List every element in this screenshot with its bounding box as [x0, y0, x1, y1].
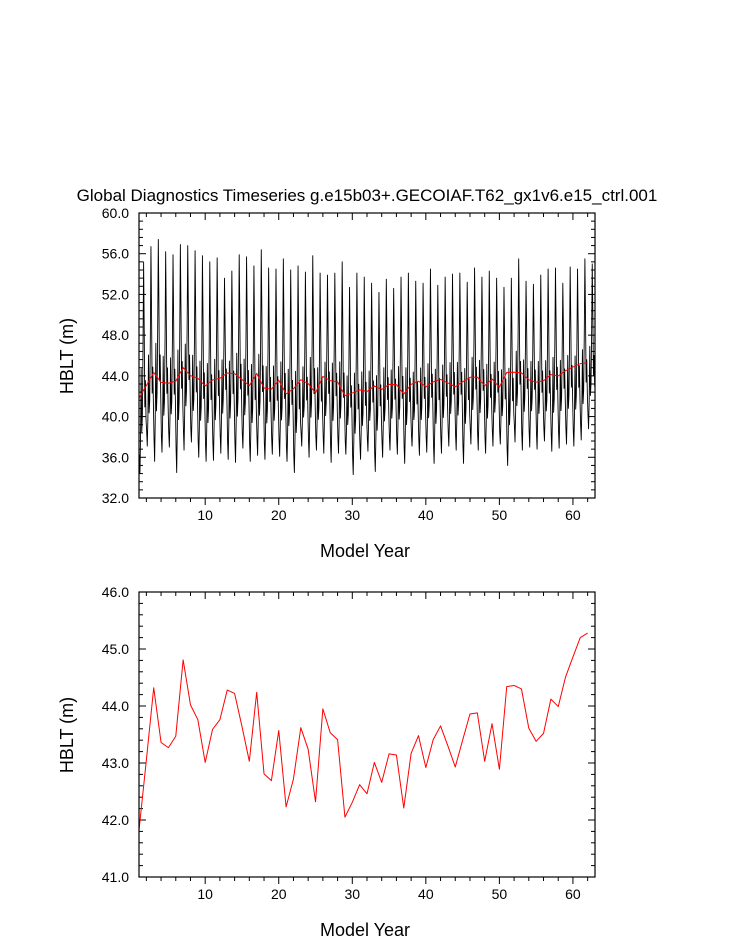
- top-y-axis-label: HBLT (m): [57, 318, 77, 394]
- x-tick-label: 40: [418, 507, 434, 523]
- y-tick-label: 43.0: [102, 755, 129, 771]
- x-tick-label: 50: [492, 886, 508, 902]
- plot-frame: [138, 212, 596, 499]
- y-tick-label: 32.0: [102, 490, 129, 506]
- series-line-annual: [139, 632, 588, 831]
- bottom-panel: 41.0 42.0 43.0 44.0 45.0 46.0 10 20 30 40 50 60: [102, 584, 596, 902]
- y-tick-label: 41.0: [102, 869, 129, 885]
- bottom-y-axis-label: HBLT (m): [57, 697, 77, 773]
- x-tick-label: 40: [418, 886, 434, 902]
- x-tick-label: 20: [271, 507, 287, 523]
- y-tick-label: 42.0: [102, 812, 129, 828]
- x-tick-label: 10: [197, 886, 213, 902]
- y-tick-label: 60.0: [102, 205, 129, 221]
- plot-area: [139, 239, 595, 476]
- plot-area: [139, 632, 588, 831]
- y-tick-label: 45.0: [102, 641, 129, 657]
- axis-ticks: [139, 591, 595, 884]
- x-tick-label: 30: [345, 886, 361, 902]
- x-tick-label: 50: [492, 507, 508, 523]
- x-tick-label: 20: [271, 886, 287, 902]
- y-tick-label: 52.0: [102, 286, 129, 302]
- y-tick-label: 46.0: [102, 584, 129, 600]
- x-tick-label: 30: [345, 507, 361, 523]
- y-tick-label: 44.0: [102, 698, 129, 714]
- bottom-x-axis-label: Model Year: [320, 920, 410, 940]
- series-line-annual: [139, 362, 588, 399]
- x-tick-label: 10: [197, 507, 213, 523]
- top-x-axis-label: Model Year: [320, 541, 410, 561]
- x-tick-label: 60: [565, 886, 581, 902]
- y-tick-label: 48.0: [102, 327, 129, 343]
- plot-frame: [138, 591, 596, 878]
- x-tick-label: 60: [565, 507, 581, 523]
- chart-title: Global Diagnostics Timeseries g.e15b03+.…: [77, 186, 658, 205]
- series-line-monthly: [139, 239, 595, 476]
- y-tick-label: 56.0: [102, 246, 129, 262]
- y-tick-label: 40.0: [102, 409, 129, 425]
- y-tick-label: 44.0: [102, 368, 129, 384]
- y-tick-label: 36.0: [102, 449, 129, 465]
- top-panel: 32.0 36.0 40.0 44.0 48.0 52.0 56.0 60.0 10 20 30 40…: [102, 205, 596, 523]
